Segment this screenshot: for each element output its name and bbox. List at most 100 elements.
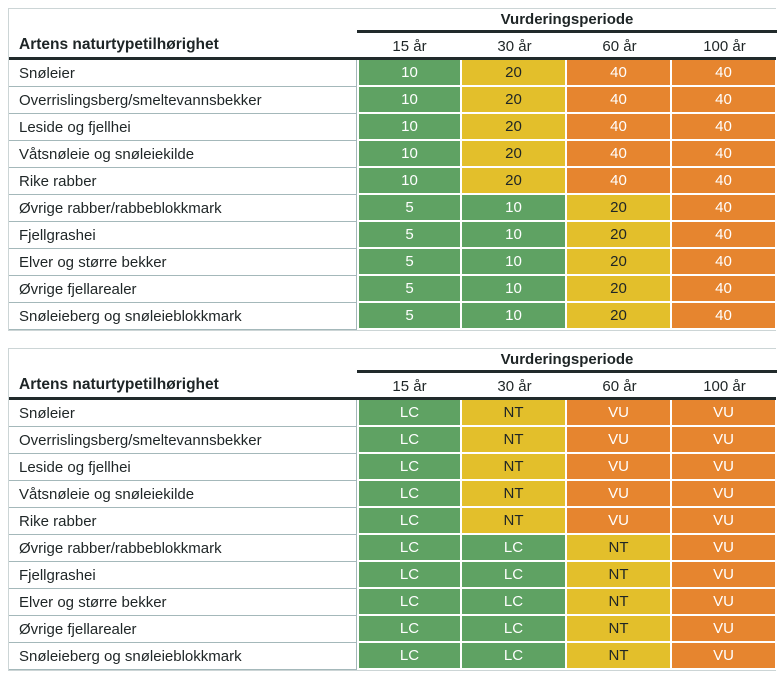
habitat-label: Overrislingsberg/smeltevannsbekker xyxy=(9,427,357,454)
value-cell: 40 xyxy=(567,114,672,141)
habitat-label: Overrislingsberg/smeltevannsbekker xyxy=(9,87,357,114)
table-row: Våtsnøleie og snøleiekilde LC NT VU VU xyxy=(9,481,777,508)
value-cell: 20 xyxy=(567,249,672,276)
habitat-label: Øvrige rabber/rabbeblokkmark xyxy=(9,195,357,222)
habitat-label: Våtsnøleie og snøleiekilde xyxy=(9,141,357,168)
habitat-label: Øvrige rabber/rabbeblokkmark xyxy=(9,535,357,562)
value-cell: NT xyxy=(462,427,567,454)
value-cell: VU xyxy=(672,454,777,481)
column-header-30yr: 30 år xyxy=(497,377,532,395)
value-cell: 40 xyxy=(567,141,672,168)
value-cell: VU xyxy=(672,535,777,562)
value-cell: 20 xyxy=(567,276,672,303)
table-header: Vurderingsperiode Artens naturtypetilhør… xyxy=(9,9,777,60)
column-header-15yr: 15 år xyxy=(392,37,427,55)
value-cell: NT xyxy=(462,454,567,481)
habitat-label: Elver og større bekker xyxy=(9,589,357,616)
value-cell: VU xyxy=(672,616,777,643)
table-row: Øvrige rabber/rabbeblokkmark LC LC NT VU xyxy=(9,535,777,562)
table-row: Rike rabber LC NT VU VU xyxy=(9,508,777,535)
table-row: Øvrige fjellarealer LC LC NT VU xyxy=(9,616,777,643)
table-row: Snøleier LC NT VU VU xyxy=(9,400,777,427)
table-row: Leside og fjellhei LC NT VU VU xyxy=(9,454,777,481)
header-corner-spacer xyxy=(9,9,357,33)
value-cell: 40 xyxy=(672,222,777,249)
table-row: Fjellgrashei LC LC NT VU xyxy=(9,562,777,589)
value-cell: LC xyxy=(462,643,567,670)
value-cell: 20 xyxy=(462,87,567,114)
habitat-label: Snøleieberg og snøleieblokkmark xyxy=(9,643,357,670)
habitat-label: Fjellgrashei xyxy=(9,222,357,249)
habitat-label: Leside og fjellhei xyxy=(9,454,357,481)
assessment-table-points: Vurderingsperiode Artens naturtypetilhør… xyxy=(8,8,777,331)
value-cell: 40 xyxy=(672,87,777,114)
value-cell: LC xyxy=(357,589,462,616)
habitat-label: Rike rabber xyxy=(9,168,357,195)
value-cell: LC xyxy=(357,535,462,562)
value-cell: VU xyxy=(672,643,777,670)
value-cell: 5 xyxy=(357,276,462,303)
column-header-60yr: 60 år xyxy=(602,377,637,395)
value-cell: VU xyxy=(672,400,777,427)
value-cell: 10 xyxy=(462,195,567,222)
value-cell: NT xyxy=(462,400,567,427)
value-cell: LC xyxy=(357,508,462,535)
row-header-label: Artens naturtypetilhørighet xyxy=(19,376,219,393)
table-row: Øvrige rabber/rabbeblokkmark 5 10 20 40 xyxy=(9,195,777,222)
value-cell: 5 xyxy=(357,303,462,330)
value-cell: 20 xyxy=(462,114,567,141)
value-cell: 10 xyxy=(357,87,462,114)
value-cell: NT xyxy=(567,643,672,670)
habitat-label: Øvrige fjellarealer xyxy=(9,616,357,643)
table-row: Overrislingsberg/smeltevannsbekker 10 20 40… xyxy=(9,87,777,114)
habitat-label: Fjellgrashei xyxy=(9,562,357,589)
table-row: Snøleieberg og snøleieblokkmark 5 10 20 40 xyxy=(9,303,777,330)
value-cell: VU xyxy=(567,454,672,481)
period-header: Vurderingsperiode xyxy=(357,349,777,373)
value-cell: 40 xyxy=(567,87,672,114)
value-cell: 20 xyxy=(567,222,672,249)
value-cell: NT xyxy=(567,589,672,616)
table-row: Snøleieberg og snøleieblokkmark LC LC NT VU xyxy=(9,643,777,670)
value-cell: 20 xyxy=(462,60,567,87)
table-row: Leside og fjellhei 10 20 40 40 xyxy=(9,114,777,141)
header-corner-spacer xyxy=(9,349,357,373)
table-row: Våtsnøleie og snøleiekilde 10 20 40 40 xyxy=(9,141,777,168)
value-cell: 40 xyxy=(672,60,777,87)
value-cell: 5 xyxy=(357,249,462,276)
column-header-100yr: 100 år xyxy=(703,377,746,395)
table-body: Snøleier 10 20 40 40 Overrislingsberg/smeltev… xyxy=(9,60,777,330)
value-cell: VU xyxy=(567,508,672,535)
value-cell: 5 xyxy=(357,222,462,249)
value-cell: VU xyxy=(672,481,777,508)
table-row: Elver og større bekker LC LC NT VU xyxy=(9,589,777,616)
value-cell: 10 xyxy=(462,303,567,330)
table-header: Vurderingsperiode Artens naturtypetilhør… xyxy=(9,349,777,400)
value-cell: VU xyxy=(567,400,672,427)
value-cell: 10 xyxy=(357,60,462,87)
value-cell: LC xyxy=(462,535,567,562)
value-cell: 40 xyxy=(672,249,777,276)
value-cell: LC xyxy=(357,643,462,670)
value-cell: 10 xyxy=(357,141,462,168)
value-cell: LC xyxy=(357,616,462,643)
habitat-label: Rike rabber xyxy=(9,508,357,535)
value-cell: 40 xyxy=(672,168,777,195)
row-header-label: Artens naturtypetilhørighet xyxy=(19,36,219,53)
habitat-label: Våtsnøleie og snøleiekilde xyxy=(9,481,357,508)
column-header-100yr: 100 år xyxy=(703,37,746,55)
value-cell: VU xyxy=(567,427,672,454)
habitat-label: Snøleieberg og snøleieblokkmark xyxy=(9,303,357,330)
table-row: Øvrige fjellarealer 5 10 20 40 xyxy=(9,276,777,303)
value-cell: LC xyxy=(462,562,567,589)
value-cell: LC xyxy=(462,616,567,643)
value-cell: VU xyxy=(672,562,777,589)
value-cell: LC xyxy=(357,454,462,481)
habitat-label: Snøleier xyxy=(9,400,357,427)
value-cell: 20 xyxy=(462,168,567,195)
table-row: Fjellgrashei 5 10 20 40 xyxy=(9,222,777,249)
value-cell: VU xyxy=(672,589,777,616)
column-header-30yr: 30 år xyxy=(497,37,532,55)
value-cell: 20 xyxy=(567,303,672,330)
